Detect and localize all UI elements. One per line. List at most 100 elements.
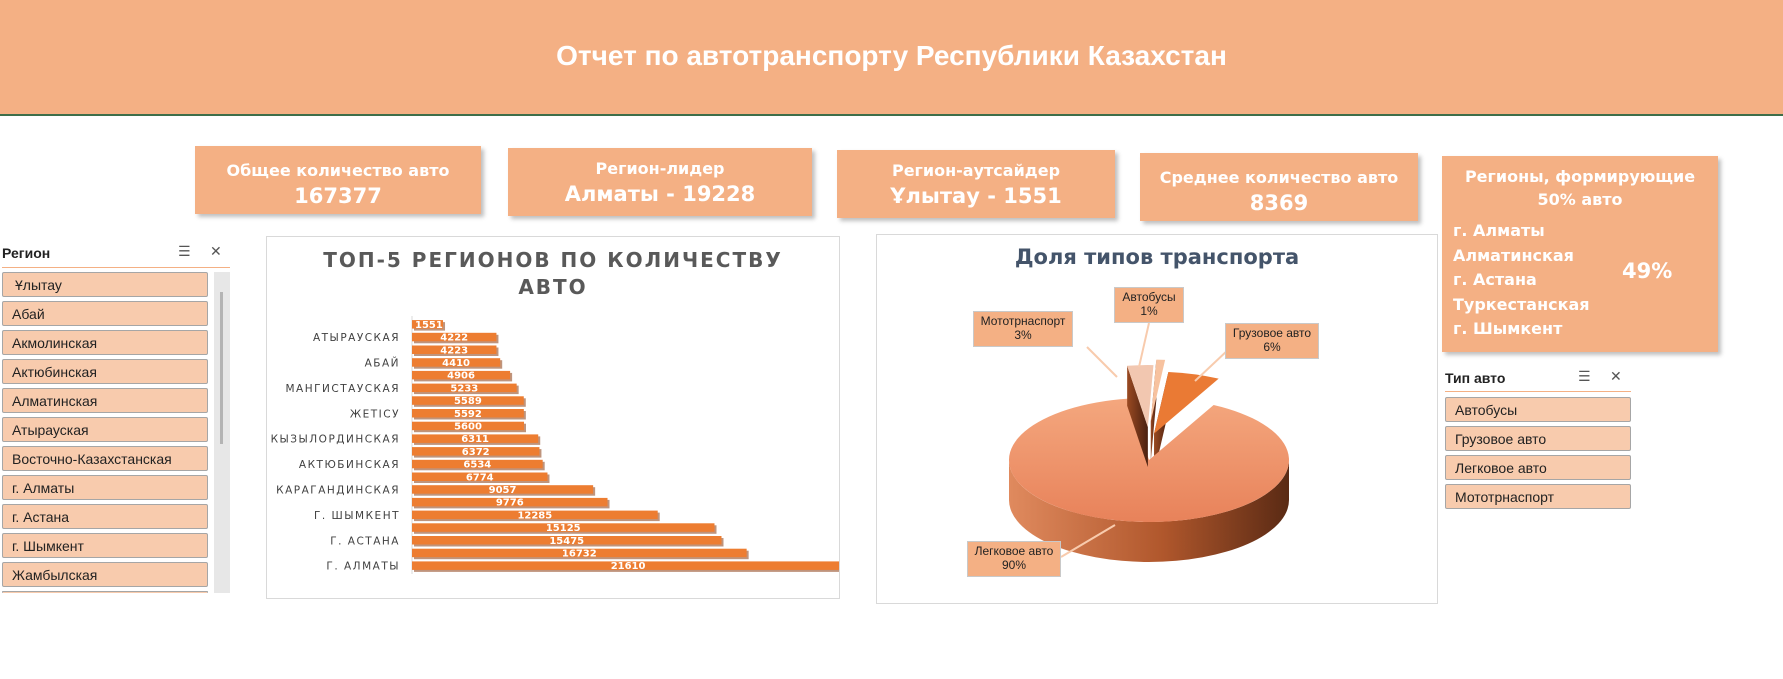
pie-slice-top (1127, 365, 1154, 428)
pie-leader-line (1060, 524, 1116, 558)
bar-value-label: 6372 (462, 447, 490, 458)
region-slicer-title: Регион (2, 245, 51, 261)
pie-leader-line (1194, 348, 1230, 382)
clear-filter-icon[interactable]: ✕ (1610, 368, 1622, 384)
kpi-label-line2: 50% авто (1537, 190, 1623, 209)
slicer-item-atyrau[interactable]: Атырауская (2, 417, 208, 442)
bar: 6534 (412, 460, 545, 471)
bar-rect (412, 370, 511, 380)
chart-title-line2: АВТО (518, 275, 588, 299)
kpi-label: Общее количество авто (226, 161, 450, 180)
pie-slice-edge (1127, 365, 1148, 468)
chart-title: Доля типов транспорта (1014, 245, 1300, 269)
chart-title: ТОП-5 РЕГИОНОВ ПО КОЛИЧЕСТВУ АВТО (267, 247, 839, 301)
kpi-label: Регионы, формирующие 50% авто (1442, 165, 1718, 211)
slicer-item-shymkent[interactable]: г. Шымкент (2, 533, 208, 558)
kpi-value: 167377 (294, 184, 382, 208)
slicer-item-east-kazakhstan[interactable]: Восточно-Казахстанская (2, 446, 208, 471)
kpi-outsider-region: Регион-аутсайдер Ұлытау - 1551 (837, 150, 1115, 218)
slicer-underline (1445, 391, 1631, 392)
slicer-item-astana[interactable]: г. Астана (2, 504, 208, 529)
kpi-value: 8369 (1249, 191, 1309, 215)
bar-rect (412, 332, 497, 342)
bar-value-label: 15125 (546, 523, 581, 534)
bar-value-label: 15475 (549, 536, 584, 547)
chart-title-line1: ТОП-5 РЕГИОНОВ ПО КОЛИЧЕСТВУ (323, 248, 783, 272)
bar-rect (412, 358, 501, 367)
pie-label-trucks: Грузовое авто 6% (1225, 323, 1319, 359)
slicer-item-akmola[interactable]: Акмолинская (2, 330, 208, 355)
slicer-item-abai[interactable]: Абай (2, 301, 208, 326)
slicer-item-almaty-region[interactable]: Алматинская (2, 388, 208, 413)
bar-rect (412, 561, 839, 570)
bar-rect (412, 472, 548, 481)
multi-select-icon[interactable]: ☰ (1578, 368, 1591, 384)
slicer-item-motorcycles[interactable]: Мототрнаспорт (1445, 484, 1631, 509)
slicer-item-aktobe[interactable]: Актюбинская (2, 359, 208, 384)
bar-value-label: 5592 (454, 409, 482, 420)
bar-value-label: 4410 (442, 358, 470, 369)
slicer-item-partial[interactable] (2, 591, 208, 593)
pie-slice-top (1154, 371, 1219, 434)
category-tick-label: КЫЗЫЛОРДИНСКАЯ (271, 434, 400, 446)
top5-bar-chart: ТОП-5 РЕГИОНОВ ПО КОЛИЧЕСТВУ АВТО 21610 1… (266, 236, 840, 599)
slicer-item-ulytau[interactable]: Ұлытау (2, 272, 208, 297)
bar-value-label: 12285 (517, 510, 552, 521)
bar-rect (412, 345, 497, 354)
bar: 21610 (412, 561, 839, 572)
kpi-value: Ұлытау - 1551 (890, 184, 1062, 208)
bar-value-label: 4223 (440, 345, 468, 356)
report-header: Отчет по автотранспорту Республики Казах… (0, 0, 1783, 114)
multi-select-icon[interactable]: ☰ (178, 243, 191, 259)
pie-slice-top (1150, 359, 1166, 422)
header-divider (0, 114, 1783, 116)
pie-label-pct: 3% (1014, 328, 1032, 342)
pie-label-pct: 6% (1263, 340, 1281, 354)
slicer-item-trucks[interactable]: Грузовое авто (1445, 426, 1631, 451)
region-list-item: г. Астана (1453, 270, 1537, 289)
type-slicer-title: Тип авто (1445, 370, 1506, 386)
bar: 15475 (412, 536, 724, 547)
slicer-item-cars[interactable]: Легковое авто (1445, 455, 1631, 480)
bar-value-label: 4906 (447, 371, 475, 382)
bar: 4223 (412, 345, 499, 356)
bar: 16732 (412, 548, 749, 559)
pie-label-buses: Автобусы 1% (1114, 287, 1184, 323)
bar-value-label: 6311 (461, 434, 489, 445)
bar-rect (412, 523, 715, 532)
bar-rect (412, 485, 594, 494)
category-tick-label: Г. ШЫМКЕНТ (314, 510, 400, 522)
pie-leader-line (1138, 322, 1150, 368)
region-list-item: г. Шымкент (1453, 319, 1563, 338)
bar-value-label: 5233 (450, 383, 478, 394)
category-tick-label: АТЫРАУСКАЯ (313, 332, 400, 344)
bar-value-label: 9776 (496, 498, 524, 509)
bar-rect (412, 536, 722, 545)
category-tick-label: АБАЙ (365, 356, 400, 369)
pie-label-pct: 90% (1001, 558, 1027, 572)
kpi-leader-region: Регион-лидер Алматы - 19228 (508, 148, 812, 216)
kpi-average-cars: Среднее количество авто 8369 (1140, 153, 1418, 221)
slicer-item-almaty-city[interactable]: г. Алматы (2, 475, 208, 500)
region-list-item: Алматинская (1453, 245, 1574, 265)
bar: 9776 (412, 498, 610, 509)
slicer-item-zhambyl[interactable]: Жамбылская (2, 562, 208, 587)
slicer-item-buses[interactable]: Автобусы (1445, 397, 1631, 422)
share-percent: 49% (1622, 259, 1673, 283)
pie-label-name: Автобусы (1122, 290, 1176, 304)
bar: 4222 (412, 332, 499, 344)
kpi-total-cars: Общее количество авто 167377 (195, 146, 481, 214)
bar-rect (412, 434, 539, 443)
clear-filter-icon[interactable]: ✕ (210, 243, 222, 259)
category-tick-label: АКТЮБИНСКАЯ (299, 459, 400, 471)
kpi-label-line1: Регионы, формирующие (1464, 167, 1696, 186)
bar-rect (412, 447, 540, 456)
pie-slice (1150, 359, 1166, 462)
pie-slice-top (1009, 398, 1289, 522)
bar: 5592 (412, 409, 526, 420)
bar-rect (412, 320, 444, 329)
bar-value-label: 21610 (611, 561, 646, 572)
category-tick-label: ЖЕТІСУ (350, 408, 400, 420)
scrollbar-thumb[interactable] (220, 292, 223, 444)
